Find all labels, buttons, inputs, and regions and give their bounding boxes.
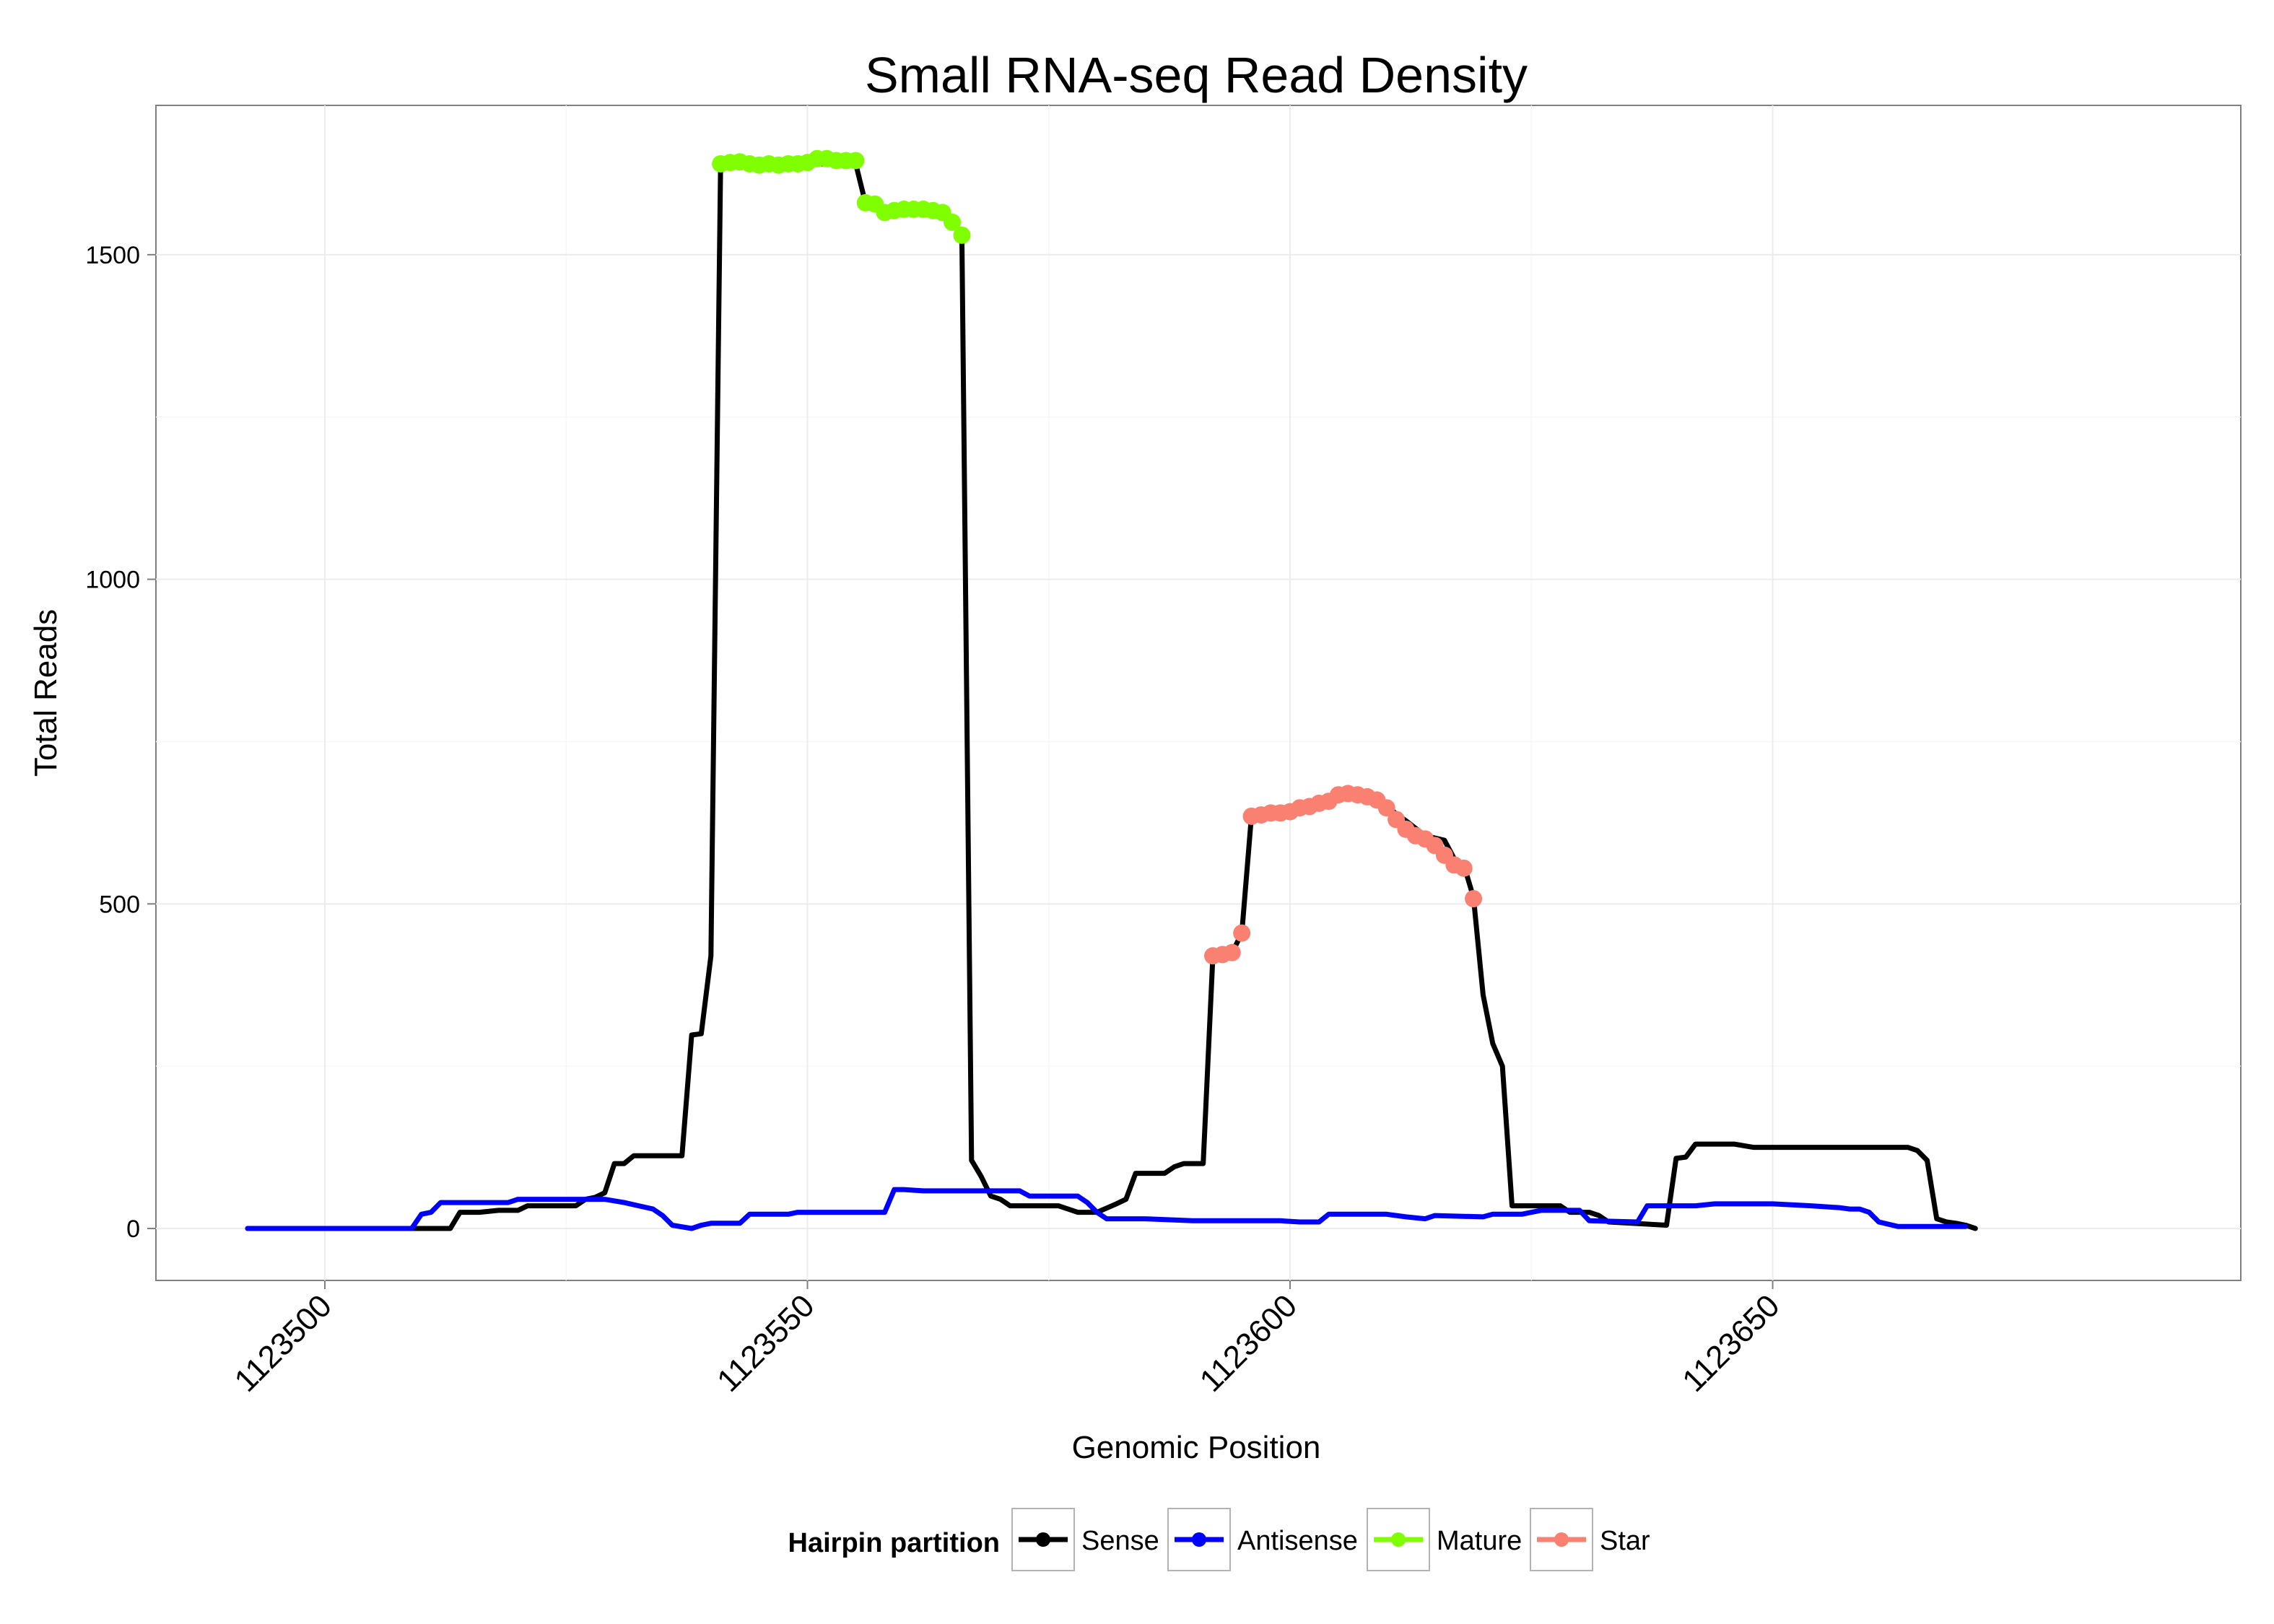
star-point — [1223, 943, 1241, 961]
mature-point — [944, 213, 962, 231]
y-tick-label: 0 — [126, 1215, 140, 1243]
grid — [156, 105, 2241, 1280]
plot-panel — [155, 105, 2242, 1281]
star-point — [1233, 924, 1251, 942]
star-point — [1465, 890, 1483, 908]
mature-point — [953, 226, 971, 244]
series-lines — [245, 161, 1978, 1231]
legend-key-point — [1391, 1532, 1406, 1547]
star-point — [1377, 799, 1395, 817]
legend-item-mature: Mature — [1367, 1508, 1522, 1571]
x-tick-label: 1123650 — [1676, 1288, 1786, 1398]
x-tick-label: 1123550 — [710, 1288, 821, 1398]
legend-item-sense: Sense — [1011, 1508, 1159, 1571]
x-tick-label: 1123500 — [228, 1288, 339, 1398]
series-points — [712, 149, 1483, 965]
legend-title: Hairpin partition — [788, 1528, 1000, 1558]
legend-label: Mature — [1437, 1526, 1522, 1556]
antisense-series-line — [245, 1187, 1969, 1231]
legend-label: Star — [1600, 1526, 1650, 1556]
x-axis-title: Genomic Position — [1072, 1430, 1321, 1465]
legend: Hairpin partition Sense Antisense Mature St… — [788, 1508, 1650, 1571]
y-axis-title: Total Reads — [28, 609, 64, 777]
x-axis-ticks: 1123500 1123550 1123600 1123650 — [228, 1280, 1787, 1399]
chart-title: Small RNA-seq Read Density — [865, 47, 1528, 103]
x-tick-label: 1123600 — [1193, 1288, 1304, 1398]
legend-key-point — [1554, 1532, 1569, 1547]
y-axis-ticks: 0 500 1000 1500 — [85, 242, 156, 1243]
legend-item-antisense: Antisense — [1167, 1508, 1358, 1571]
star-point — [1455, 859, 1473, 877]
y-tick-label: 1000 — [85, 567, 140, 594]
legend-key-point — [1036, 1532, 1050, 1547]
legend-label: Antisense — [1237, 1526, 1358, 1556]
legend-key-point — [1192, 1532, 1206, 1547]
legend-label: Sense — [1081, 1526, 1159, 1556]
legend-item-star: Star — [1530, 1508, 1650, 1571]
mature-point — [847, 152, 865, 170]
y-tick-label: 500 — [99, 891, 140, 918]
y-tick-label: 1500 — [85, 242, 140, 269]
